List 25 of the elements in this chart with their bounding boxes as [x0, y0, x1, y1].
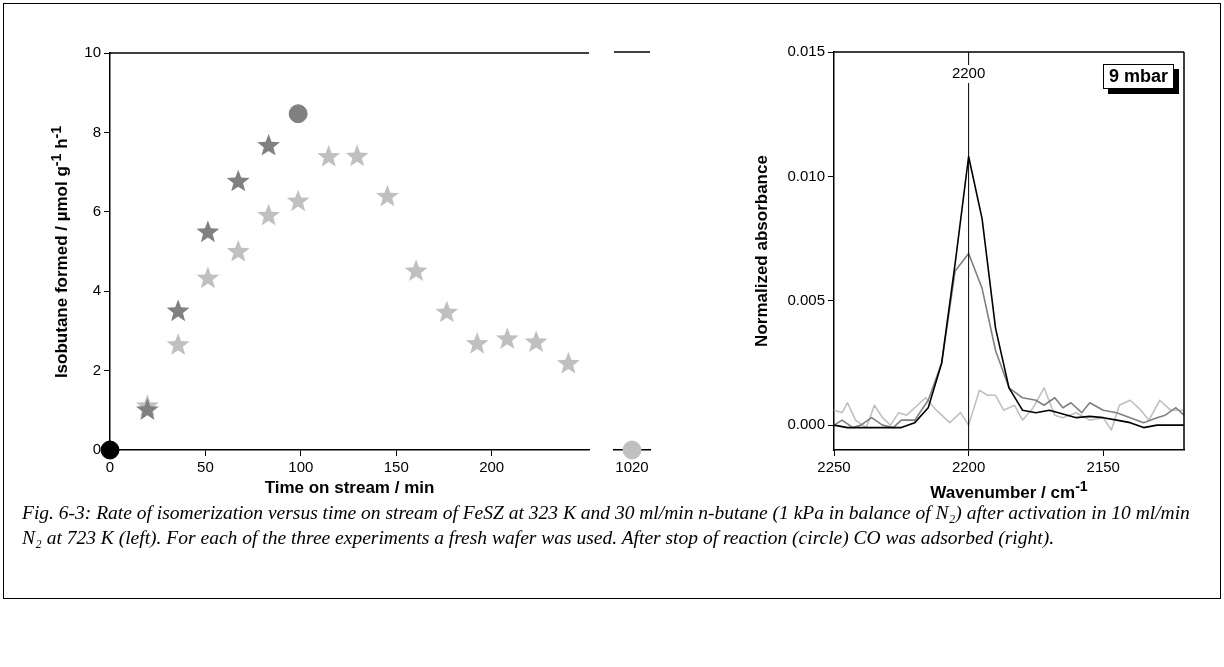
x-tick-label: 2150	[1086, 458, 1120, 476]
y-tick-label: 0	[92, 440, 101, 458]
annotation: 9 mbar	[1103, 64, 1175, 89]
y-tick-label: 0.010	[787, 166, 825, 184]
y-tick-label: 2	[92, 360, 101, 378]
y-axis-title: Normalized absorbance	[752, 155, 772, 347]
ref-line-label: 2200	[951, 64, 986, 82]
y-tick-label: 8	[92, 122, 101, 140]
x-tick-label: 0	[105, 458, 115, 476]
caption: Fig. 6-3: Rate of isomerization versus time on stream of FeSZ at 323 K and 30 ml/min n-butane (1 kPa in balance of N₂) after activation in 10 ml/min N₂ at 723 K (left). For each of the three experiments a fresh wafer was used. After stop of reaction (circle) CO was adsorbed (right).	[22, 501, 1191, 550]
y-tick-label: 4	[92, 281, 101, 299]
x-tick-label: 2250	[817, 458, 851, 476]
x-axis-title: Wavenumber / cm$^{-1}$	[930, 478, 1088, 503]
x-tick-label: 150	[383, 458, 409, 476]
y-tick-label: 0.015	[787, 42, 825, 60]
x-tick-label: 1020	[615, 458, 649, 476]
x-tick-label: 200	[479, 458, 505, 476]
x-tick-label: 50	[197, 458, 214, 476]
y-tick-label: 10	[84, 43, 101, 61]
x-tick-label: 2200	[951, 458, 986, 476]
y-tick-label: 6	[92, 201, 101, 219]
y-tick-label: 0.000	[787, 415, 825, 433]
y-tick-label: 0.005	[787, 290, 825, 308]
x-axis-title: Time on stream / min	[264, 478, 435, 498]
x-tick-label: 100	[288, 458, 314, 476]
